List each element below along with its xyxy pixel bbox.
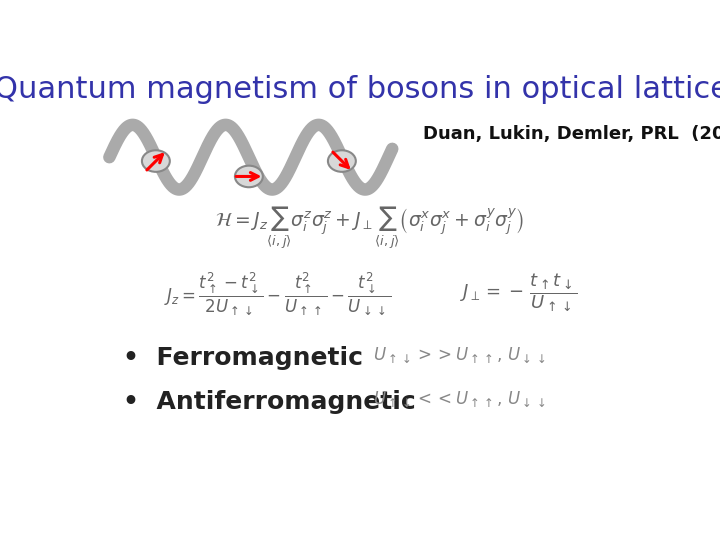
Text: $U_{\uparrow\downarrow} << U_{\uparrow\uparrow},\, U_{\downarrow\downarrow}$: $U_{\uparrow\downarrow} << U_{\uparrow\u… xyxy=(373,390,546,409)
Text: •  Antiferromagnetic: • Antiferromagnetic xyxy=(122,390,415,414)
Text: $U_{\uparrow\downarrow} >> U_{\uparrow\uparrow},\, U_{\downarrow\downarrow}$: $U_{\uparrow\downarrow} >> U_{\uparrow\u… xyxy=(373,346,546,365)
Text: $J_\perp = -\,\dfrac{t_\uparrow t_\downarrow}{U_{\uparrow\downarrow}}$: $J_\perp = -\,\dfrac{t_\uparrow t_\downa… xyxy=(461,271,578,313)
Ellipse shape xyxy=(142,150,170,172)
Text: $\mathcal{H} = J_z \sum_{\langle i,j \rangle} \sigma_i^z \sigma_j^z + J_\perp \s: $\mathcal{H} = J_z \sum_{\langle i,j \ra… xyxy=(215,205,523,251)
Text: Quantum magnetism of bosons in optical lattices: Quantum magnetism of bosons in optical l… xyxy=(0,75,720,104)
Ellipse shape xyxy=(328,150,356,172)
Text: Duan, Lukin, Demler, PRL  (2003): Duan, Lukin, Demler, PRL (2003) xyxy=(423,125,720,143)
Ellipse shape xyxy=(235,166,263,187)
Text: •  Ferromagnetic: • Ferromagnetic xyxy=(122,346,363,370)
Text: $J_z = \dfrac{t_\uparrow^2 - t_\downarrow^2}{2U_{\uparrow\downarrow}} - \dfrac{t: $J_z = \dfrac{t_\uparrow^2 - t_\downarro… xyxy=(163,271,391,318)
